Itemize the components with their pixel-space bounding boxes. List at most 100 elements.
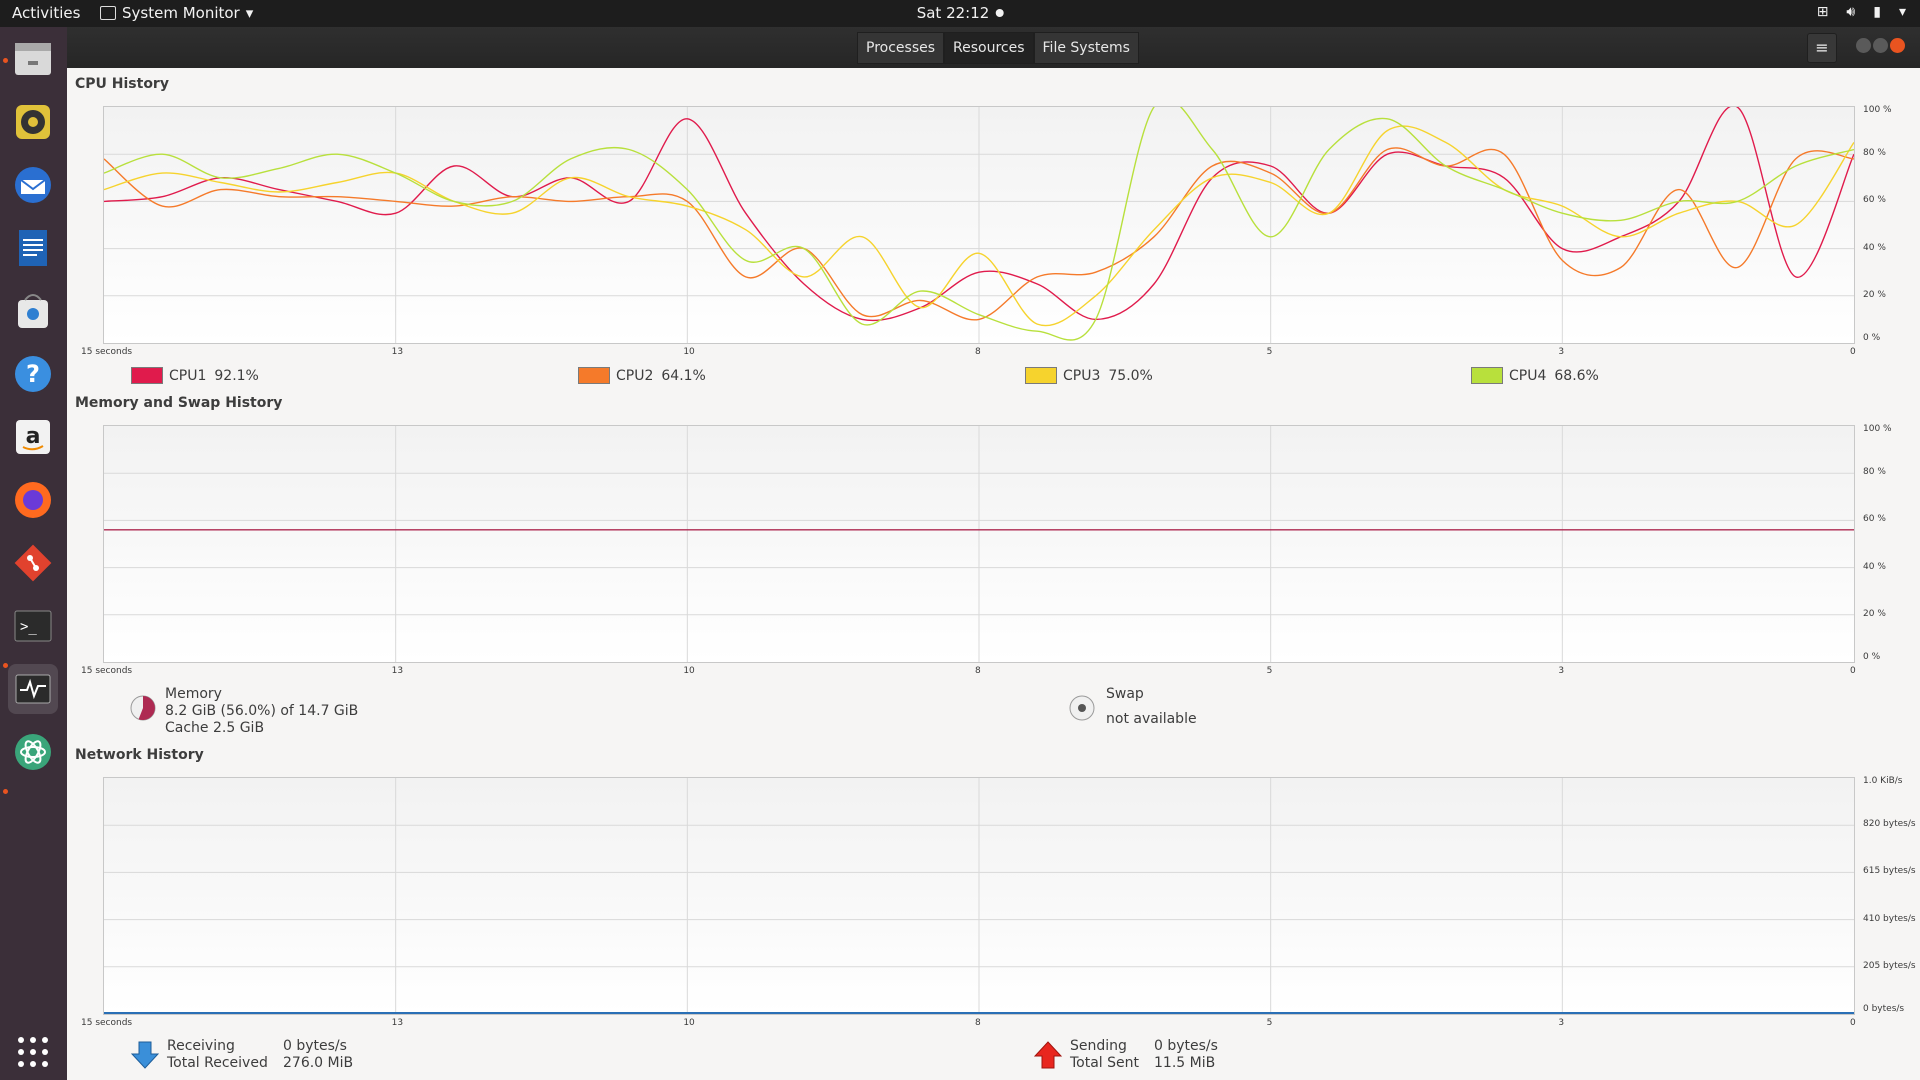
cpu2-label: CPU2 [616,367,654,384]
y-tick-label: 60 % [1863,195,1886,206]
tab-processes[interactable]: Processes [857,32,945,64]
cpu4-color-swatch[interactable] [1471,367,1503,384]
swap-info: Swap not available [1068,686,1197,728]
x-tick-label: 5 [1266,666,1273,676]
cpu3-color-swatch[interactable] [1025,367,1057,384]
x-tick-label: 0 [1850,347,1856,357]
resources-view: CPU History 15 seconds 13 10 8 5 3 0 100 % 8 0 %… [67,68,1920,1080]
x-tick-label: 8 [975,1018,981,1028]
total-sent-value: 11.5 MiB [1154,1055,1216,1071]
system-monitor-icon [100,6,116,20]
firefox-icon[interactable] [8,475,58,525]
running-indicator [3,663,8,668]
svg-text:?: ? [26,360,40,388]
memory-history-title: Memory and Swap History [75,395,283,411]
receiving-info: Receiving 0 bytes/s Total Received 276.0… [131,1038,353,1072]
y-tick-label: 410 bytes/s [1863,913,1916,924]
memory-used: 8.2 GiB (56.0%) of 14.7 GiB [165,703,359,719]
git-icon[interactable] [8,538,58,588]
atom-icon[interactable] [8,727,58,777]
download-arrow-icon[interactable] [131,1040,159,1070]
x-tick-label: 13 [391,347,404,357]
x-tick-label: 8 [975,666,981,676]
rhythmbox-icon[interactable] [8,97,58,147]
activities-button[interactable]: Activities [12,4,81,22]
y-tick-label: 1.0 KiB/s [1863,776,1903,786]
y-tick-label: 100 % [1863,424,1892,434]
upload-arrow-icon[interactable] [1034,1040,1062,1070]
cpu1-color-swatch[interactable] [131,367,163,384]
minimize-button[interactable] [1856,38,1871,53]
sending-value: 0 bytes/s [1154,1038,1218,1054]
cpu4-line [104,107,1854,341]
network-history-title: Network History [75,747,204,763]
network-chart [104,778,1854,1014]
swap-label: Swap [1106,686,1144,702]
total-received-label: Total Received [167,1055,268,1071]
dock: ? a >_ [0,27,67,1080]
tab-file-systems[interactable]: File Systems [1033,32,1139,64]
cpu3-value: 75.0% [1108,367,1153,384]
y-tick-label: 0 % [1863,652,1881,662]
legend-cpu2[interactable]: CPU2 64.1% [578,367,706,384]
legend-cpu3[interactable]: CPU3 75.0% [1025,367,1153,384]
svg-text:a: a [26,424,41,449]
legend-cpu1[interactable]: CPU1 92.1% [131,367,259,384]
memory-pie-icon[interactable] [129,694,157,722]
amazon-icon[interactable]: a [8,412,58,462]
x-tick-label: 3 [1558,666,1565,676]
libreoffice-writer-icon[interactable] [8,223,58,273]
x-tick-label: 0 [1850,666,1856,676]
y-tick-label: 20 % [1863,289,1886,300]
menu-button[interactable]: ≡ [1807,33,1837,63]
x-tick-label: 15 seconds [81,1018,133,1028]
terminal-icon[interactable]: >_ [8,601,58,651]
swap-pie-icon[interactable] [1068,694,1096,722]
x-tick-label: 15 seconds [81,347,133,357]
tab-resources[interactable]: Resources [944,32,1034,64]
file-manager-icon[interactable] [8,33,58,83]
y-tick-label: 615 bytes/s [1863,866,1916,877]
system-monitor-icon[interactable] [8,664,58,714]
cpu-legend: CPU1 92.1% CPU2 64.1% CPU3 75.0% CPU4 68… [67,367,1867,387]
cpu1-label: CPU1 [169,367,207,384]
y-tick-label: 205 bytes/s [1863,960,1916,971]
battery-icon: ▮ [1873,4,1881,20]
legend-cpu4[interactable]: CPU4 68.6% [1471,367,1599,384]
x-tick-label: 10 [683,347,695,357]
x-tick-label: 15 seconds [81,666,133,676]
x-tick-label: 10 [683,666,695,676]
close-button[interactable] [1890,38,1905,53]
x-tick-label: 13 [391,1018,404,1028]
x-tick-label: 5 [1266,1018,1273,1028]
cpu-chart [104,107,1854,343]
x-tick-label: 3 [1558,347,1565,357]
app-menu[interactable]: System Monitor ▾ [100,4,253,22]
maximize-button[interactable] [1873,38,1888,53]
y-tick-label: 0 bytes/s [1863,1004,1905,1014]
volume-icon: 🔊︎ [1846,4,1856,20]
cpu2-color-swatch[interactable] [578,367,610,384]
thunderbird-icon[interactable] [8,160,58,210]
clock-label: Sat 22:12 [916,4,990,22]
cpu1-value: 92.1% [214,367,259,384]
total-received-value: 276.0 MiB [283,1055,354,1071]
system-tray[interactable]: ⊞ 🔊︎ ▮ ▾ [1817,4,1906,20]
app-menu-label: System Monitor [122,4,240,22]
total-sent-label: Total Sent [1070,1055,1140,1071]
memory-cache: Cache 2.5 GiB [165,720,265,736]
help-icon[interactable]: ? [8,349,58,399]
show-apps-icon[interactable] [8,1027,58,1077]
y-tick-label: 20 % [1863,608,1886,619]
x-tick-label: 8 [975,347,981,357]
cpu2-line [104,147,1854,321]
swap-value: not available [1106,711,1197,727]
top-bar: Activities System Monitor ▾ Sat 22:12 ⊞ … [0,0,1920,27]
cpu-history-title: CPU History [75,76,169,92]
cpu1-line [104,107,1854,322]
software-center-icon[interactable] [8,286,58,336]
sending-label: Sending [1070,1038,1127,1054]
memory-graph [103,425,1855,663]
running-indicator [3,789,8,794]
clock[interactable]: Sat 22:12 [917,4,1004,22]
